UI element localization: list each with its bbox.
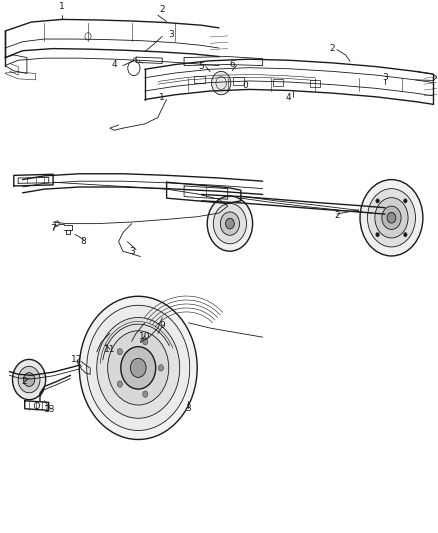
Circle shape: [226, 219, 234, 229]
Circle shape: [367, 189, 416, 247]
Text: 9: 9: [159, 321, 165, 330]
Text: 5: 5: [199, 62, 205, 70]
Circle shape: [79, 296, 197, 440]
Circle shape: [97, 318, 180, 418]
Circle shape: [12, 359, 46, 400]
Text: 10: 10: [139, 332, 151, 341]
Circle shape: [360, 180, 423, 256]
Circle shape: [143, 391, 148, 397]
Text: 1: 1: [59, 2, 65, 11]
Circle shape: [376, 232, 379, 237]
Circle shape: [213, 204, 247, 244]
Circle shape: [220, 212, 240, 235]
Text: 2: 2: [21, 377, 27, 386]
Text: 4: 4: [286, 93, 292, 102]
Circle shape: [382, 206, 401, 229]
Circle shape: [18, 366, 40, 393]
Circle shape: [143, 338, 148, 345]
Circle shape: [117, 381, 123, 387]
Circle shape: [403, 232, 407, 237]
Circle shape: [131, 358, 146, 377]
Circle shape: [387, 213, 396, 223]
Text: 11: 11: [104, 345, 116, 354]
Bar: [194, 76, 205, 83]
Circle shape: [121, 346, 155, 389]
Bar: [233, 77, 244, 85]
Text: 2: 2: [159, 5, 165, 14]
Bar: [273, 78, 283, 86]
Text: 1: 1: [159, 93, 165, 102]
Circle shape: [376, 199, 379, 203]
Text: 12: 12: [71, 355, 83, 364]
Text: 7: 7: [50, 224, 56, 233]
Text: 0: 0: [242, 81, 248, 90]
Text: 3: 3: [168, 30, 174, 39]
Text: 2: 2: [330, 44, 336, 53]
Circle shape: [403, 199, 407, 203]
Text: 3: 3: [186, 404, 191, 413]
Text: 13: 13: [44, 405, 56, 414]
Circle shape: [108, 331, 169, 405]
Circle shape: [375, 198, 408, 238]
Circle shape: [23, 373, 35, 386]
Text: 3: 3: [382, 73, 388, 82]
Text: 8: 8: [81, 237, 87, 246]
Text: 4: 4: [111, 60, 117, 69]
Text: 6: 6: [229, 60, 235, 69]
Circle shape: [87, 305, 190, 431]
Circle shape: [212, 71, 231, 95]
Circle shape: [117, 349, 123, 355]
Text: 2: 2: [334, 211, 340, 220]
Text: 3: 3: [129, 247, 134, 256]
Circle shape: [207, 196, 253, 251]
Circle shape: [158, 365, 163, 371]
Bar: [310, 80, 320, 87]
